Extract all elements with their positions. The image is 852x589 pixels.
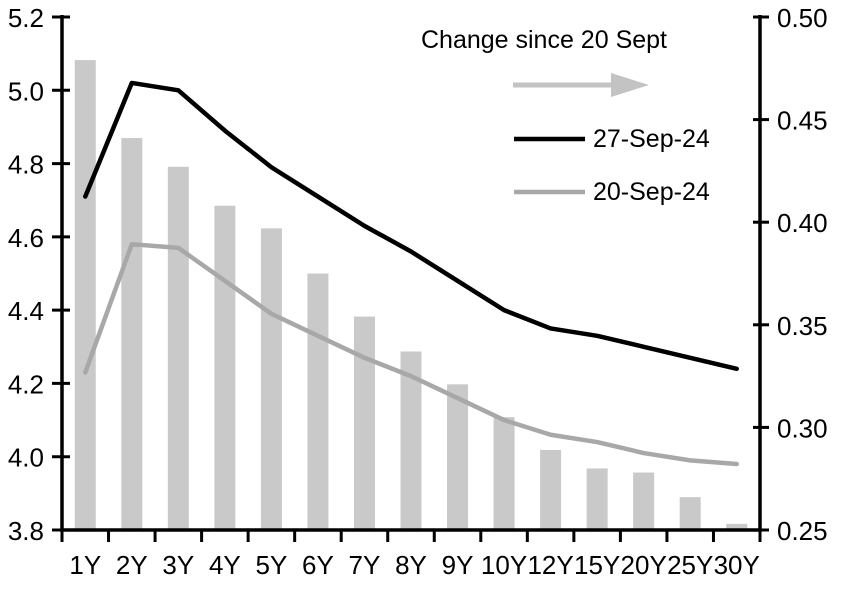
x-axis-label-1Y: 1Y xyxy=(69,550,101,580)
bar-3Y xyxy=(167,166,189,530)
left-axis-tick-label: 4.8 xyxy=(8,150,44,180)
legend-label: 20-Sep-24 xyxy=(593,178,710,206)
legend-label: 27-Sep-24 xyxy=(593,125,710,153)
change-arrow-icon xyxy=(513,73,649,97)
x-axis-label-6Y: 6Y xyxy=(302,550,334,580)
bar-2Y xyxy=(121,138,143,530)
x-axis-label-4Y: 4Y xyxy=(209,550,241,580)
x-axis-label-7Y: 7Y xyxy=(349,550,381,580)
left-axis-tick-label: 4.0 xyxy=(8,443,44,473)
right-axis-tick-label: 0.30 xyxy=(777,413,828,443)
x-axis-label-2Y: 2Y xyxy=(116,550,148,580)
x-axis-label-5Y: 5Y xyxy=(255,550,287,580)
bar-15Y xyxy=(586,468,608,530)
line-27-sep-24 xyxy=(83,80,739,372)
bar-5Y xyxy=(260,228,282,530)
left-axis-tick-label: 3.8 xyxy=(8,516,44,546)
bar-8Y xyxy=(400,351,422,530)
left-axis-tick-label: 4.2 xyxy=(8,369,44,399)
x-axis-label-20Y: 20Y xyxy=(621,550,667,580)
line-20-sep-24 xyxy=(83,241,739,467)
x-axis-label-3Y: 3Y xyxy=(162,550,194,580)
plot-area: 5.2 5.0 4.8 4.6 4.4 4.2 4.0 3.8 0.50 0.45 0.40 0.35… xyxy=(8,3,828,580)
x-axis-label-12Y: 12Y xyxy=(527,550,573,580)
bar-10Y xyxy=(493,417,515,530)
x-axis-label-10Y: 10Y xyxy=(481,550,527,580)
bar-25Y xyxy=(679,497,701,530)
x-axis-label-30Y: 30Y xyxy=(714,550,760,580)
x-axis-label-8Y: 8Y xyxy=(395,550,427,580)
left-axis-tick-label: 5.2 xyxy=(8,3,44,33)
left-axis-tick-label: 5.0 xyxy=(8,76,44,106)
right-axis-tick-label: 0.50 xyxy=(777,3,828,33)
right-axis-tick-label: 0.40 xyxy=(777,208,828,238)
bar-30Y xyxy=(726,523,748,530)
left-axis-tick-label: 4.4 xyxy=(8,296,44,326)
legend: Change since 20 Sept 27-Sep-24 20-Sep-24 xyxy=(421,26,710,206)
bar-20Y xyxy=(633,472,655,530)
bar-9Y xyxy=(447,384,469,530)
legend-item-20-sep-24: 20-Sep-24 xyxy=(514,178,710,206)
bar-6Y xyxy=(307,273,329,530)
right-axis-tick-label: 0.25 xyxy=(777,516,828,546)
x-axis-label-9Y: 9Y xyxy=(442,550,474,580)
bar-1Y xyxy=(74,60,96,530)
right-axis-tick-label: 0.45 xyxy=(777,106,828,136)
left-axis-tick-label: 4.6 xyxy=(8,223,44,253)
legend-item-27-sep-24: 27-Sep-24 xyxy=(514,125,710,153)
arrow-head xyxy=(611,73,649,97)
right-axis-tick-label: 0.35 xyxy=(777,311,828,341)
x-axis-label-15Y: 15Y xyxy=(574,550,620,580)
x-axis-label-25Y: 25Y xyxy=(667,550,713,580)
legend-annotation: Change since 20 Sept xyxy=(421,26,667,54)
bar-7Y xyxy=(353,316,375,530)
bar-4Y xyxy=(214,205,236,530)
bar-12Y xyxy=(540,449,562,530)
